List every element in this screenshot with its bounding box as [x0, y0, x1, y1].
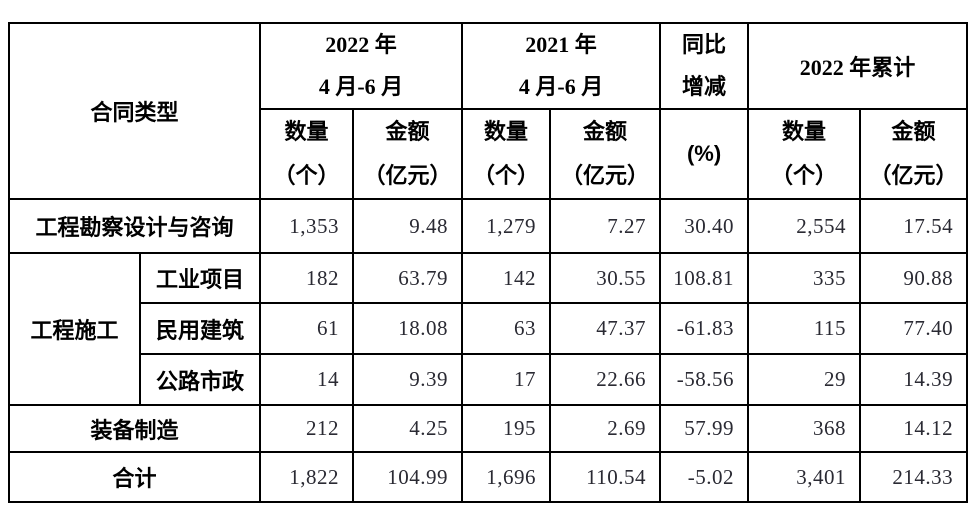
header-yoy-line2: 增减 [682, 74, 727, 99]
cell-amount-2021: 30.55 [549, 252, 662, 304]
amount-unit: （亿元） [869, 163, 958, 188]
cell-qty-2022: 61 [259, 302, 355, 355]
table-row: 民用建筑 61 18.08 63 47.37 -61.83 115 77.40 [9, 302, 969, 355]
row-label-highway-municipal: 公路市政 [138, 353, 262, 406]
header-2021-q2-year: 2021 年 [525, 32, 597, 57]
table-row: 工程勘察设计与咨询 1,353 9.48 1,279 7.27 30.40 2,… [7, 198, 969, 254]
cell-amount-2022: 63.79 [352, 252, 464, 304]
cell-amount-cumulative: 14.12 [859, 404, 969, 453]
qty-label: 数量 [484, 119, 529, 144]
amount-label: 金额 [891, 119, 936, 144]
header-qty-2022: 数量 （个） [259, 108, 355, 200]
cell-qty-2022: 212 [259, 404, 355, 453]
amount-unit: （亿元） [363, 163, 452, 188]
qty-label: 数量 [284, 119, 329, 144]
cell-yoy: -5.02 [659, 451, 750, 503]
amount-unit: （亿元） [561, 163, 650, 188]
cell-qty-2021: 142 [461, 252, 552, 304]
header-2022-q2: 2022 年 4 月-6 月 [259, 22, 464, 110]
qty-unit: （个） [273, 163, 340, 188]
cell-yoy: 108.81 [659, 252, 750, 304]
cell-amount-cumulative: 14.39 [859, 353, 969, 406]
amount-label: 金额 [385, 119, 430, 144]
header-row-measures: 数量 （个） 金额 （亿元） 数量 （个） 金额 （亿元） (%) 数量 （个）… [9, 108, 969, 200]
header-yoy-change: 同比 增减 [659, 22, 750, 110]
cell-qty-2022: 14 [259, 353, 355, 406]
cell-amount-cumulative: 17.54 [859, 198, 969, 254]
header-2021-q2-months: 4 月-6 月 [518, 74, 604, 99]
cell-qty-2022: 1,822 [259, 451, 355, 503]
cell-amount-2021: 2.69 [549, 404, 662, 453]
cell-amount-cumulative: 90.88 [859, 252, 969, 304]
header-yoy-unit: (%) [659, 108, 750, 200]
header-amount-2022: 金额 （亿元） [352, 108, 464, 200]
cell-amount-2022: 4.25 [352, 404, 464, 453]
amount-label: 金额 [583, 119, 628, 144]
cell-qty-cumulative: 29 [747, 353, 862, 406]
cell-amount-2022: 18.08 [352, 302, 464, 355]
cell-qty-2021: 1,279 [461, 198, 552, 254]
cell-qty-2021: 17 [461, 353, 552, 406]
header-amount-cumulative: 金额 （亿元） [859, 108, 969, 200]
cell-qty-cumulative: 368 [747, 404, 862, 453]
cell-qty-2022: 1,353 [259, 198, 355, 254]
cell-amount-2021: 110.54 [549, 451, 662, 503]
qty-unit: （个） [771, 163, 838, 188]
header-amount-2021: 金额 （亿元） [549, 108, 662, 200]
cell-amount-2021: 22.66 [549, 353, 662, 406]
cell-amount-2021: 7.27 [549, 198, 662, 254]
header-2022-q2-year: 2022 年 [325, 32, 397, 57]
cell-qty-cumulative: 2,554 [747, 198, 862, 254]
cell-qty-2021: 63 [461, 302, 552, 355]
table-row: 工程施工 工业项目 182 63.79 142 30.55 108.81 335… [8, 252, 969, 406]
cell-qty-2022: 182 [259, 252, 355, 304]
header-2022-cumulative: 2022 年累计 [747, 22, 969, 110]
header-contract-type: 合同类型 [7, 22, 262, 200]
table-row-total: 合计 1,822 104.99 1,696 110.54 -5.02 3,401… [7, 451, 969, 503]
header-row-periods: 合同类型 2022 年 4 月-6 月 2021 年 4 月-6 月 同比 增减… [7, 22, 969, 200]
table-row: 公路市政 14 9.39 17 22.66 -58.56 29 14.39 [9, 353, 969, 406]
qty-label: 数量 [782, 119, 827, 144]
cell-yoy: -58.56 [659, 353, 750, 406]
cell-amount-cumulative: 77.40 [859, 302, 969, 355]
row-label-civil-building: 民用建筑 [138, 302, 262, 355]
row-label-industrial: 工业项目 [138, 252, 262, 304]
header-yoy-line1: 同比 [682, 32, 727, 57]
cell-amount-cumulative: 214.33 [859, 451, 969, 503]
row-label-total: 合计 [7, 451, 262, 503]
cell-amount-2021: 47.37 [549, 302, 662, 355]
cell-qty-2021: 195 [461, 404, 552, 453]
header-qty-cumulative: 数量 （个） [747, 108, 862, 200]
cell-qty-cumulative: 335 [747, 252, 862, 304]
header-2022-q2-months: 4 月-6 月 [318, 74, 404, 99]
row-label-equipment-manufacturing: 装备制造 [7, 404, 262, 453]
cell-amount-2022: 9.39 [352, 353, 464, 406]
header-2021-q2: 2021 年 4 月-6 月 [461, 22, 662, 110]
contracts-table: 合同类型 2022 年 4 月-6 月 2021 年 4 月-6 月 同比 增减… [7, 22, 969, 503]
cell-amount-2022: 9.48 [352, 198, 464, 254]
cell-yoy: -61.83 [659, 302, 750, 355]
cell-qty-cumulative: 115 [747, 302, 862, 355]
header-qty-2021: 数量 （个） [461, 108, 552, 200]
cell-qty-cumulative: 3,401 [747, 451, 862, 503]
qty-unit: （个） [473, 163, 540, 188]
cell-yoy: 57.99 [659, 404, 750, 453]
cell-amount-2022: 104.99 [352, 451, 464, 503]
cell-qty-2021: 1,696 [461, 451, 552, 503]
cell-yoy: 30.40 [659, 198, 750, 254]
table-row: 装备制造 212 4.25 195 2.69 57.99 368 14.12 [7, 404, 969, 453]
row-label-survey-design: 工程勘察设计与咨询 [7, 198, 262, 254]
row-group-construction: 工程施工 [8, 252, 141, 406]
